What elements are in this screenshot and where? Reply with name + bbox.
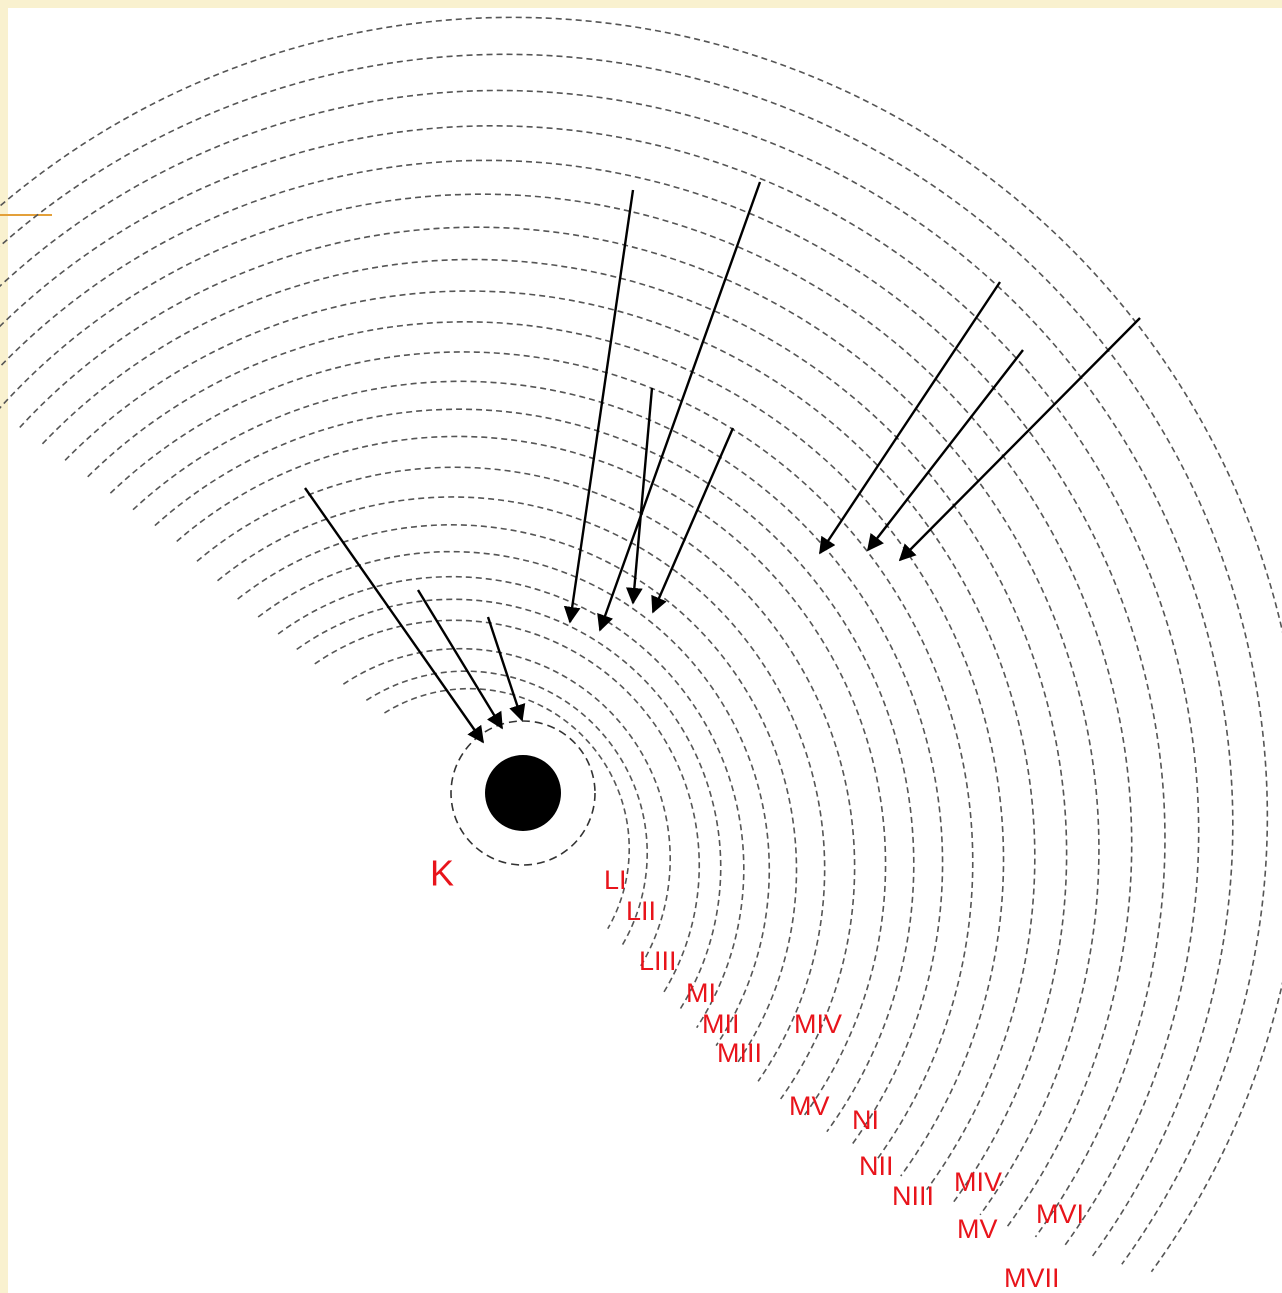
shell-arc [342,647,671,968]
transition-arrow [597,181,762,632]
label: NII [859,1151,894,1181]
label: MV [957,1214,998,1244]
label: NI [852,1105,879,1135]
label: LI [604,865,627,895]
label: MIV [954,1167,1002,1197]
shell-arc [237,524,798,1065]
label: MV [789,1091,830,1121]
label: MI [686,978,716,1008]
label: LIII [639,946,677,976]
shell-arc [0,89,1234,1257]
shell-arc [154,408,915,1133]
shell-arc [176,435,887,1117]
shell-arc [87,321,1005,1177]
label: K [430,853,454,894]
shell-arc [0,53,1269,1265]
shells [0,16,1282,1273]
label: MII [702,1009,740,1039]
label: NIII [892,1181,934,1211]
transition-arrow [416,589,504,730]
transition-arrow [304,487,484,744]
shell-arc [0,16,1282,1273]
shell-arc [384,687,631,930]
label: LII [626,896,656,926]
label: MIII [717,1038,762,1068]
nucleus [485,755,561,831]
transition-arrow [563,189,635,624]
label: MVII [1004,1263,1060,1293]
shell-arc [19,226,1100,1216]
transition-arrow [486,616,526,722]
transition-arrow [866,349,1024,552]
transition-arrow [625,387,654,605]
transition-arrow [651,427,735,614]
label: MIV [794,1009,842,1039]
label: MVI [1036,1199,1084,1229]
shell-arc [257,550,771,1047]
shell-arc [0,125,1200,1248]
shell-arc [314,619,700,995]
transitions [304,181,1141,744]
shell-arc [0,159,1166,1238]
shell-arc [217,496,826,1082]
transition-arrow [819,281,1001,555]
shell-arc [196,466,856,1100]
shell-arc [296,598,722,1012]
transition-arrow [898,317,1141,562]
shell-arc [132,380,944,1148]
labels: K LI LII LIII MI MII MIV MIII MV NI NII … [430,853,1084,1293]
shell-arc [109,351,974,1163]
panel [8,8,1282,1293]
shell-arc [0,193,1133,1227]
shell-arc [41,258,1068,1204]
shell-arc [64,290,1036,1191]
